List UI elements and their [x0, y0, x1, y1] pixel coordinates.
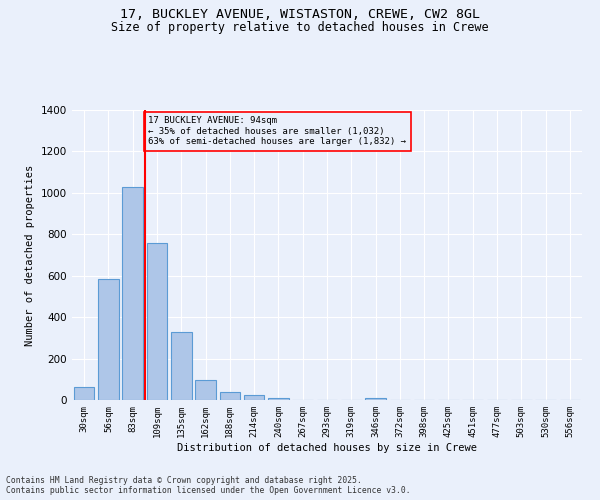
Bar: [268, 398, 289, 400]
Bar: [171, 332, 191, 400]
Bar: [122, 186, 143, 400]
Text: 17, BUCKLEY AVENUE, WISTASTON, CREWE, CW2 8GL: 17, BUCKLEY AVENUE, WISTASTON, CREWE, CW…: [120, 8, 480, 20]
Bar: [74, 386, 94, 400]
Text: 17 BUCKLEY AVENUE: 94sqm
← 35% of detached houses are smaller (1,032)
63% of sem: 17 BUCKLEY AVENUE: 94sqm ← 35% of detach…: [149, 116, 407, 146]
Text: Size of property relative to detached houses in Crewe: Size of property relative to detached ho…: [111, 21, 489, 34]
X-axis label: Distribution of detached houses by size in Crewe: Distribution of detached houses by size …: [177, 442, 477, 452]
Bar: [244, 396, 265, 400]
Bar: [220, 392, 240, 400]
Bar: [195, 380, 216, 400]
Y-axis label: Number of detached properties: Number of detached properties: [25, 164, 35, 346]
Bar: [365, 398, 386, 400]
Bar: [98, 279, 119, 400]
Text: Contains HM Land Registry data © Crown copyright and database right 2025.
Contai: Contains HM Land Registry data © Crown c…: [6, 476, 410, 495]
Bar: [146, 242, 167, 400]
